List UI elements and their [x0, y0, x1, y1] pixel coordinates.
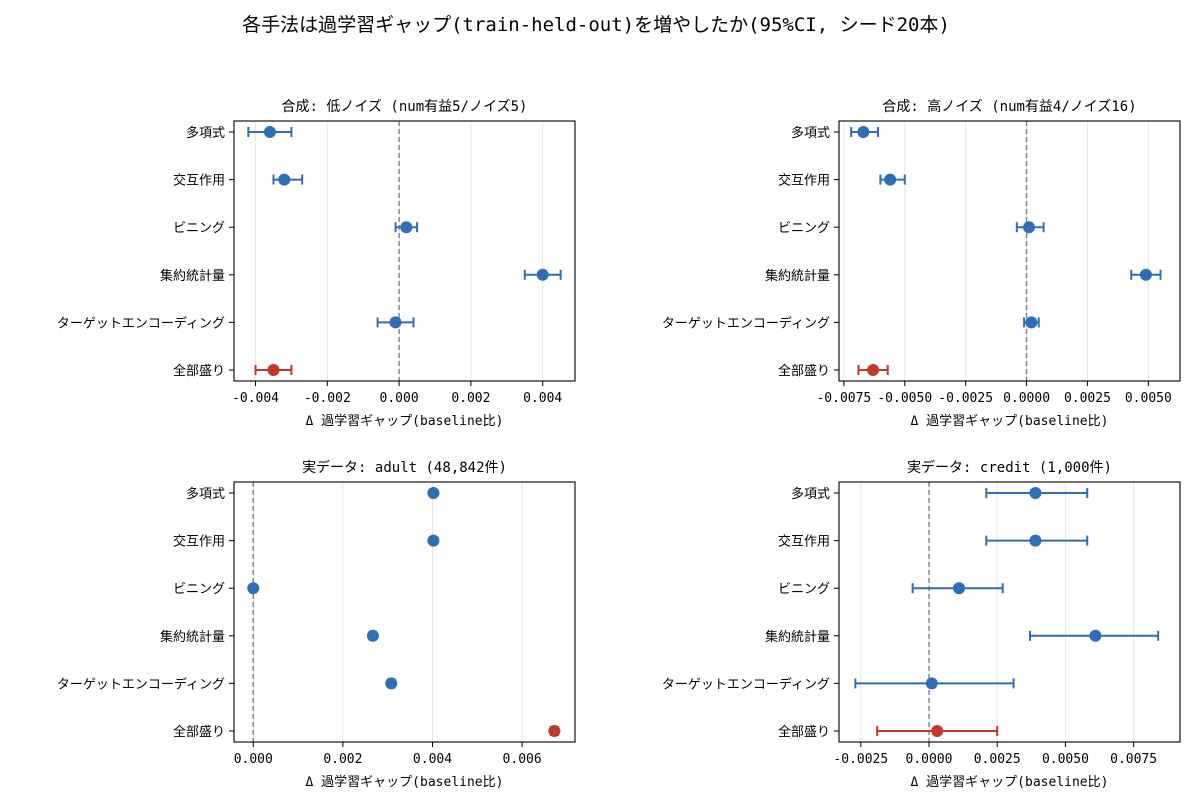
panel-1-category-label-1: 交互作用	[173, 173, 225, 189]
panel-2-xtick-label-3: 0.0000	[1003, 391, 1050, 406]
panel-4-category-label-0: 多項式	[791, 486, 830, 502]
panel-1-category-label-3: 集約統計量	[160, 268, 225, 284]
panel-1-point-2	[400, 221, 413, 234]
panel-3-xtick-label-1: 0.002	[323, 752, 362, 767]
panel-4-xtick-label-2: 0.0025	[974, 752, 1021, 767]
panel-3-category-label-1: 交互作用	[173, 534, 225, 550]
panel-4-category-label-5: 全部盛り	[778, 724, 830, 740]
panel-4-point-2	[953, 582, 966, 595]
panel-2-category-label-5: 全部盛り	[778, 363, 830, 379]
panel-2-title: 合成: 高ノイズ (num有益4/ノイズ16)	[882, 98, 1136, 115]
panel-3: 実データ: adult (48,842件) 0.000 0.002 0.004 0.00…	[57, 459, 576, 790]
panel-1-point-5	[267, 364, 280, 376]
panel-1-axes-frame	[233, 120, 576, 382]
panel-2-point-5	[867, 364, 880, 376]
panel-2-category-label-2: ビニング	[778, 221, 830, 236]
panel-3-axes-frame	[233, 481, 576, 743]
panel-4-title: 実データ: credit (1,000件)	[907, 459, 1112, 476]
panel-2-category-label-3: 集約統計量	[765, 268, 830, 284]
panel-1-xaxis-label: Δ 過学習ギャップ(baseline比)	[306, 413, 504, 429]
panel-1-point-3	[536, 268, 549, 281]
panel-2-xtick-label-4: 0.0025	[1064, 391, 1111, 406]
panel-2-xtick-label-1: -0.0050	[877, 391, 932, 406]
panel-4-xtick-label-3: 0.0050	[1042, 752, 1089, 767]
panel-3-category-label-2: ビニング	[173, 582, 225, 597]
panel-2-xtick-label-5: 0.0050	[1125, 391, 1172, 406]
panel-4-xtick-label-1: 0.0000	[906, 752, 953, 767]
panel-4-xaxis-label: Δ 過学習ギャップ(baseline比)	[911, 774, 1109, 790]
panel-4-category-label-3: 集約統計量	[765, 629, 830, 645]
panel-4-category-label-4: ターゲットエンコーディング	[662, 676, 830, 692]
panel-1-xtick-label-3: 0.002	[451, 391, 490, 406]
panel-2-category-label-4: ターゲットエンコーディング	[662, 315, 830, 331]
panel-3-category-label-0: 多項式	[186, 486, 225, 502]
panel-2-xtick-label-0: -0.0075	[816, 391, 871, 406]
panel-4-category-label-1: 交互作用	[778, 534, 830, 550]
panel-4-point-3	[1089, 629, 1102, 642]
panel-3-point-5	[548, 725, 561, 737]
panel-3-point-1	[427, 534, 440, 547]
panel-4-axes-frame	[838, 481, 1181, 743]
panel-1-category-label-4: ターゲットエンコーディング	[57, 315, 225, 331]
panel-4-xtick-label-4: 0.0075	[1110, 752, 1157, 767]
panel-4-point-5	[931, 725, 944, 737]
panel-1-category-label-5: 全部盛り	[173, 363, 225, 379]
panel-2-category-label-1: 交互作用	[778, 173, 830, 189]
panel-3-point-2	[247, 582, 260, 595]
panel-2-axes-frame	[838, 120, 1181, 382]
panel-3-category-label-5: 全部盛り	[173, 724, 225, 740]
panel-2-category-label-0: 多項式	[791, 125, 830, 141]
panel-2-point-2	[1022, 221, 1035, 234]
panel-1-point-1	[278, 173, 291, 186]
panel-1-title: 合成: 低ノイズ (num有益5/ノイズ5)	[282, 99, 528, 115]
panel-2-point-1	[884, 173, 897, 186]
panel-2: 合成: 高ノイズ (num有益4/ノイズ16) -0.0075 -0.0050 -0.…	[662, 98, 1181, 429]
panel-3-category-label-3: 集約統計量	[160, 629, 225, 645]
panel-2-point-3	[1139, 268, 1152, 281]
panel-1-xtick-label-1: -0.002	[304, 391, 351, 406]
panel-1: 合成: 低ノイズ (num有益5/ノイズ5) -0.004 -0.002 0.000 0…	[57, 99, 576, 429]
panel-1-xtick-label-2: 0.000	[380, 391, 419, 406]
panel-3-point-0	[427, 487, 440, 499]
panel-2-point-0	[857, 126, 870, 138]
panel-3-xaxis-label: Δ 過学習ギャップ(baseline比)	[306, 774, 504, 790]
panel-3-category-label-4: ターゲットエンコーディング	[57, 676, 225, 692]
panel-4-point-4	[925, 677, 938, 690]
panel-4-point-1	[1029, 534, 1042, 547]
panel-4: 実データ: credit (1,000件) -0.0025 0.0000 0.0025…	[662, 459, 1181, 790]
panel-1-category-label-0: 多項式	[186, 125, 225, 141]
figure-title: 各手法は過学習ギャップ(train-held-out)を増やしたか(95%CI,…	[242, 14, 950, 36]
panel-1-point-0	[263, 126, 276, 138]
panel-4-category-label-2: ビニング	[778, 582, 830, 597]
panel-1-xtick-label-0: -0.004	[232, 391, 279, 406]
panel-1-category-label-2: ビニング	[173, 221, 225, 236]
panel-3-point-4	[385, 677, 398, 690]
panel-3-xtick-label-2: 0.004	[413, 752, 452, 767]
panel-4-xtick-label-0: -0.0025	[833, 752, 888, 767]
panel-3-point-3	[366, 629, 379, 642]
panel-1-xtick-label-4: 0.004	[523, 391, 562, 406]
panel-2-xaxis-label: Δ 過学習ギャップ(baseline比)	[911, 413, 1109, 429]
panel-1-point-4	[389, 316, 402, 329]
panel-3-title: 実データ: adult (48,842件)	[302, 459, 507, 476]
panel-4-point-0	[1029, 487, 1042, 499]
panel-3-xtick-label-3: 0.006	[503, 752, 542, 767]
panel-2-xtick-label-2: -0.0025	[938, 391, 993, 406]
panel-3-xtick-label-0: 0.000	[234, 752, 273, 767]
panel-2-point-4	[1025, 316, 1038, 329]
